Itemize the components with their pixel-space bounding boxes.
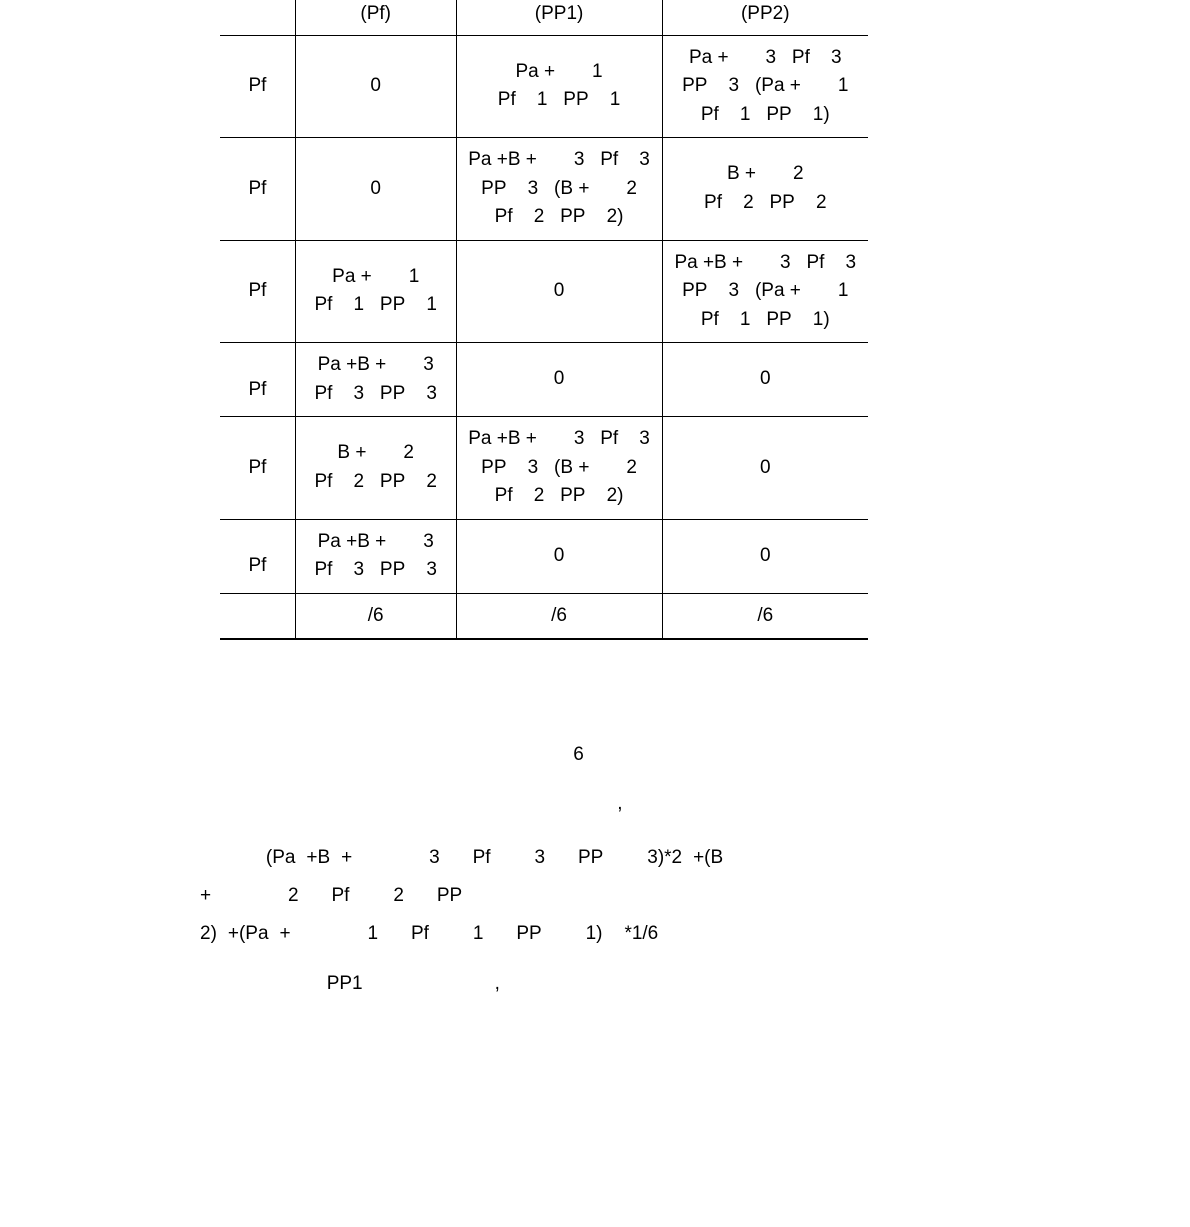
formula-text: (Pa +B + 3 Pf 3 PP 3)*2 +(B + 2 Pf 2 PP2… xyxy=(200,839,990,953)
header-cell-1: (Pf) xyxy=(295,0,456,35)
table-cell: 0 xyxy=(662,417,868,520)
table-row: Pf Pa + 1Pf 1 PP 1 0 Pa +B + 3 Pf 3PP 3 … xyxy=(220,240,868,343)
table-cell: 0 xyxy=(662,519,868,593)
header-cell-3: (PP2) xyxy=(662,0,868,35)
table-cell: Pa +B + 3 Pf 3PP 3 (Pa + 1Pf 1 PP 1) xyxy=(662,240,868,343)
table-row: Pf 0 Pa +B + 3 Pf 3PP 3 (B + 2Pf 2 PP 2)… xyxy=(220,138,868,241)
table-cell: 0 xyxy=(295,35,456,138)
footer-cell-3: /6 xyxy=(662,593,868,639)
row-label: Pf xyxy=(220,240,295,343)
body-line-2: , xyxy=(200,779,990,828)
table-cell: 0 xyxy=(456,519,662,593)
table-row: Pf B + 2Pf 2 PP 2 Pa +B + 3 Pf 3PP 3 (B … xyxy=(220,417,868,520)
table-cell: 0 xyxy=(456,240,662,343)
row-label: Pf xyxy=(220,417,295,520)
footer-cell-2: /6 xyxy=(456,593,662,639)
table-header-row: (Pf) (PP1) (PP2) xyxy=(220,0,868,35)
header-cell-0 xyxy=(220,0,295,35)
table-cell: Pa +B + 3 Pf 3PP 3 (B + 2Pf 2 PP 2) xyxy=(456,417,662,520)
table-cell: Pa + 3 Pf 3PP 3 (Pa + 1Pf 1 PP 1) xyxy=(662,35,868,138)
header-cell-2: (PP1) xyxy=(456,0,662,35)
table-cell: B + 2Pf 2 PP 2 xyxy=(662,138,868,241)
pp1-line: PP1 , xyxy=(200,973,1190,995)
table-row: Pf 0 Pa + 1Pf 1 PP 1 Pa + 3 Pf 3PP 3 (Pa… xyxy=(220,35,868,138)
table-row: Pf Pa +B + 3Pf 3 PP 3 0 0 xyxy=(220,343,868,417)
row-label: Pf xyxy=(220,519,295,593)
table-row: Pf Pa +B + 3Pf 3 PP 3 0 0 xyxy=(220,519,868,593)
table-cell: Pa +B + 3Pf 3 PP 3 xyxy=(295,519,456,593)
footer-cell-1: /6 xyxy=(295,593,456,639)
body-paragraph: 6 , , xyxy=(200,730,990,829)
table-cell: B + 2Pf 2 PP 2 xyxy=(295,417,456,520)
table-cell: Pa + 1Pf 1 PP 1 xyxy=(295,240,456,343)
page: (Pf) (PP1) (PP2) Pf 0 Pa + 1Pf 1 PP 1 Pa… xyxy=(0,0,1190,995)
table-cell: 0 xyxy=(662,343,868,417)
footer-cell-0 xyxy=(220,593,295,639)
table-footer-row: /6 /6 /6 xyxy=(220,593,868,639)
body-line-1: 6 , xyxy=(200,730,990,779)
table-cell: Pa + 1Pf 1 PP 1 xyxy=(456,35,662,138)
main-table: (Pf) (PP1) (PP2) Pf 0 Pa + 1Pf 1 PP 1 Pa… xyxy=(220,0,868,640)
table-cell: 0 xyxy=(456,343,662,417)
table-cell: Pa +B + 3Pf 3 PP 3 xyxy=(295,343,456,417)
table-cell: Pa +B + 3 Pf 3PP 3 (B + 2Pf 2 PP 2) xyxy=(456,138,662,241)
table-cell: 0 xyxy=(295,138,456,241)
row-label: Pf xyxy=(220,138,295,241)
row-label: Pf xyxy=(220,343,295,417)
row-label: Pf xyxy=(220,35,295,138)
